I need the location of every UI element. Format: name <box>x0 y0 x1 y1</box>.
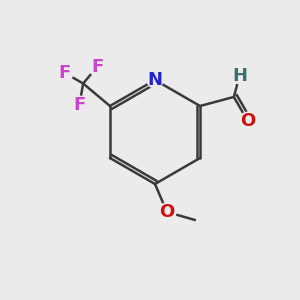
Text: O: O <box>240 112 256 130</box>
Text: O: O <box>159 203 175 221</box>
Text: F: F <box>91 58 104 76</box>
Circle shape <box>232 68 247 84</box>
Circle shape <box>147 72 163 88</box>
Circle shape <box>55 64 73 82</box>
Circle shape <box>158 203 176 221</box>
Text: N: N <box>148 71 163 89</box>
Text: F: F <box>73 96 86 114</box>
Circle shape <box>88 58 106 76</box>
Circle shape <box>70 96 88 114</box>
Text: F: F <box>58 64 70 82</box>
Circle shape <box>239 112 257 130</box>
Text: H: H <box>232 67 247 85</box>
